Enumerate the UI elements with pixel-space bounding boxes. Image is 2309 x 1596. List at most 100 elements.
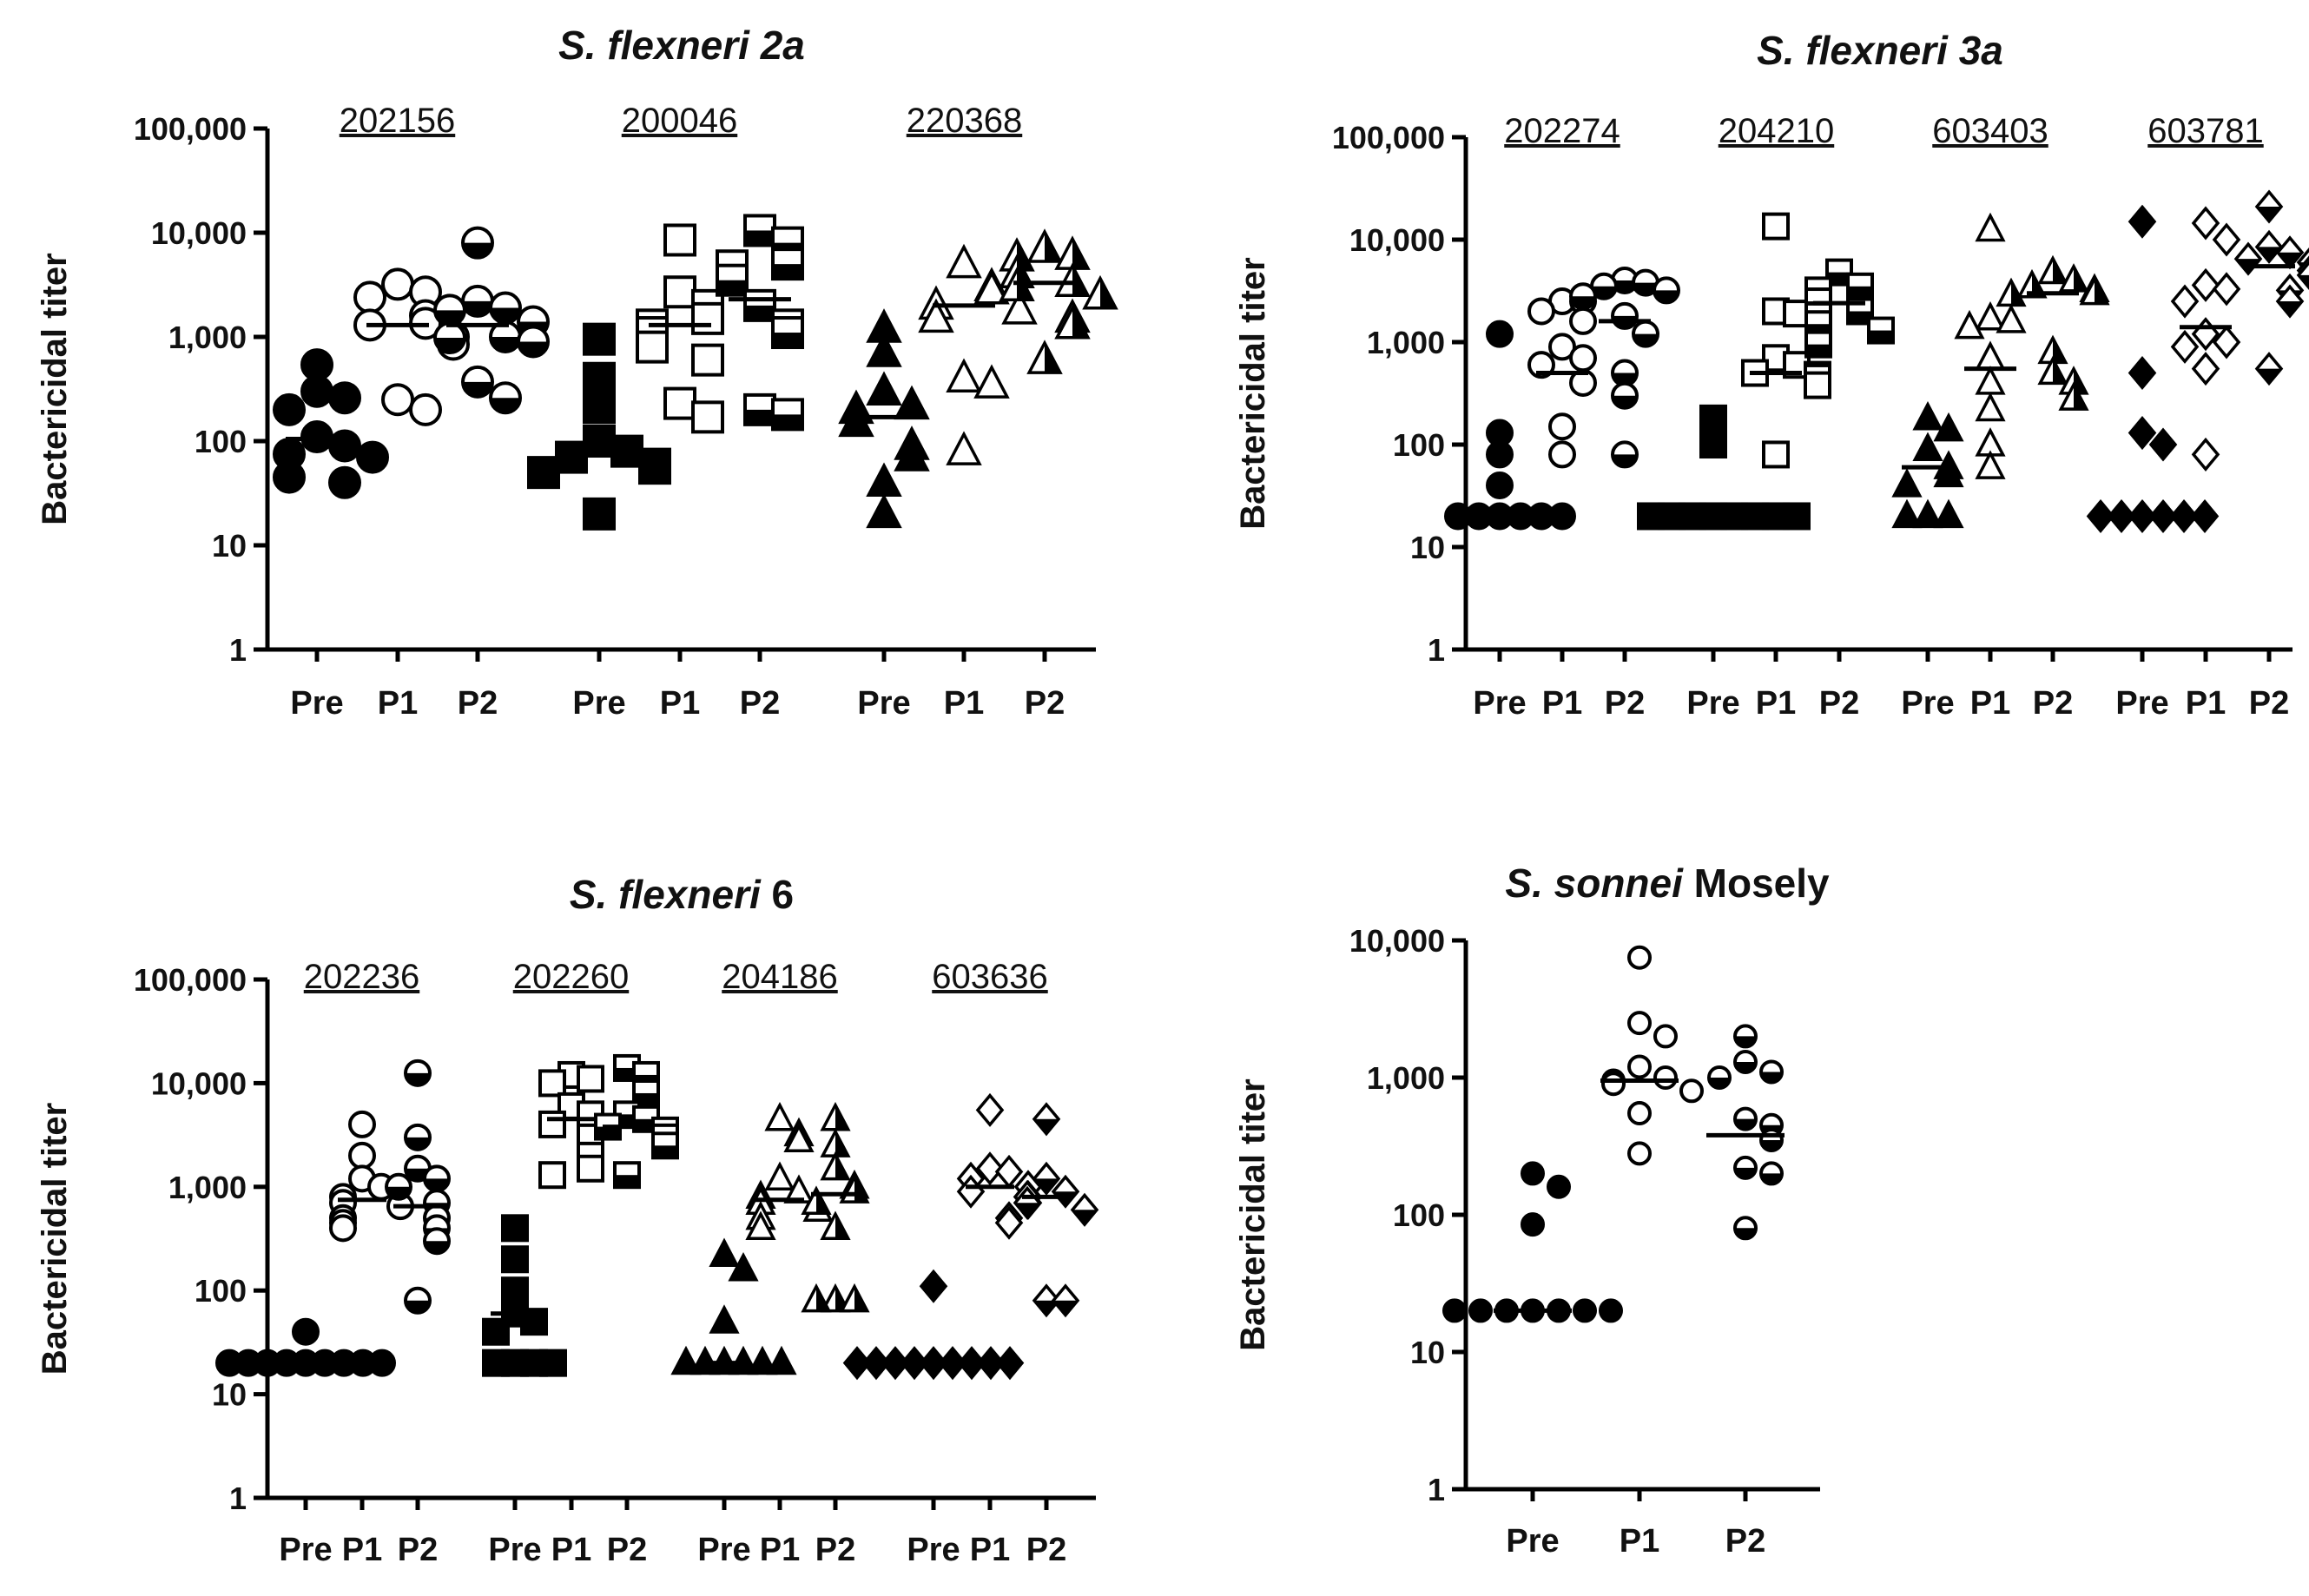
data-point-half [518,341,548,357]
data-point [328,429,361,463]
y-tick-label: 100 [1393,427,1445,463]
data-point [517,325,550,359]
data-point [2254,229,2284,264]
data-point [489,291,522,325]
data-point-outline [1975,450,2006,479]
data-point [577,1154,604,1183]
data-point [2128,416,2157,451]
data-point [2058,263,2089,293]
data-point [651,1131,679,1160]
data-point [2296,260,2309,291]
data-point-outline [409,392,442,426]
data-point-half [2095,279,2108,304]
data-point-outline [2190,498,2220,534]
data-point [691,343,724,377]
data-point [994,1205,1024,1240]
data-point-outline [691,400,724,434]
data-point [1733,1049,1758,1074]
data-point [766,1345,797,1375]
strain-label: 202260 [513,958,629,996]
data-point-outline [1521,1212,1545,1237]
data-point-outline [2191,206,2220,241]
data-point [691,400,724,434]
x-category-label: P2 [1025,685,1065,722]
data-point [663,275,696,309]
data-point [1569,344,1597,373]
data-point [489,381,522,415]
y-tick-label: 10 [1410,1335,1445,1370]
data-point [1082,274,1118,310]
data-point-outline [1912,432,1943,462]
data-point-half [1072,1210,1097,1225]
data-point [404,1059,432,1087]
data-point [1611,440,1639,469]
data-point [1521,1161,1545,1186]
data-point [2037,355,2068,386]
data-point-outline [838,402,874,438]
data-point [1733,1216,1758,1241]
data-point [2212,325,2241,359]
data-point [1632,268,1659,297]
data-point-half [1633,282,1658,295]
y-tick-label: 1 [1428,632,1445,668]
data-point [946,358,982,392]
data-point [577,1065,604,1093]
panel-2: S. flexneri 3a 1 10 100 1,000 10,000 100,000 Ba… [1234,28,2309,722]
data-point-outline [2128,416,2157,451]
data-point [348,1110,376,1138]
data-point-outline [1699,431,1727,458]
data-point [1611,301,1639,330]
data-point [743,214,776,247]
data-point [894,385,930,420]
data-point-outline [482,1349,510,1377]
data-point-outline [866,371,902,406]
data-point-half [1017,270,1032,300]
data-point-outline [2169,498,2199,534]
data-point [1569,368,1597,397]
data-point-outline [1975,212,2006,242]
data-point-outline [1653,1024,1678,1049]
x-category-label: Pre [279,1532,332,1568]
data-point-half [615,1175,639,1188]
data-point-half [2074,368,2087,393]
data-point-outline [946,431,982,465]
data-point-half [1633,333,1658,346]
data-point-half [463,242,492,258]
y-tick-label: 100 [1393,1197,1445,1233]
data-point [866,371,902,406]
data-point-outline [292,1317,320,1346]
data-point [1054,305,1091,340]
strain-label: 202156 [340,102,455,140]
data-point-outline [709,1304,740,1334]
data-point [1548,502,1576,531]
data-point-outline [975,1151,1005,1186]
data-point [1975,300,2006,331]
data-point-half [1613,280,1637,293]
data-point [783,1123,815,1153]
data-point-outline [1627,1011,1652,1036]
data-point [1468,1298,1493,1323]
data-point-outline [1001,290,1038,325]
data-point-outline [381,383,414,417]
y-tick-label: 100 [195,424,247,459]
data-point-outline [2128,204,2157,239]
strain-label: 603781 [2147,112,2263,150]
data-point [820,1101,851,1131]
data-point-half [1735,1036,1756,1047]
strain-label: 200046 [622,102,737,140]
data-point-outline [1548,412,1576,441]
data-point-outline [1762,440,1790,469]
data-point [820,1151,851,1181]
data-point [1804,330,1832,359]
data-point [583,497,616,531]
data-point [273,392,306,426]
data-point [838,402,874,438]
data-point-half [2299,274,2309,288]
data-point [764,1161,795,1190]
data-point-outline [747,1345,778,1375]
y-tick-label: 1,000 [1367,325,1445,360]
data-point [538,1110,566,1138]
data-point [1547,1174,1571,1199]
